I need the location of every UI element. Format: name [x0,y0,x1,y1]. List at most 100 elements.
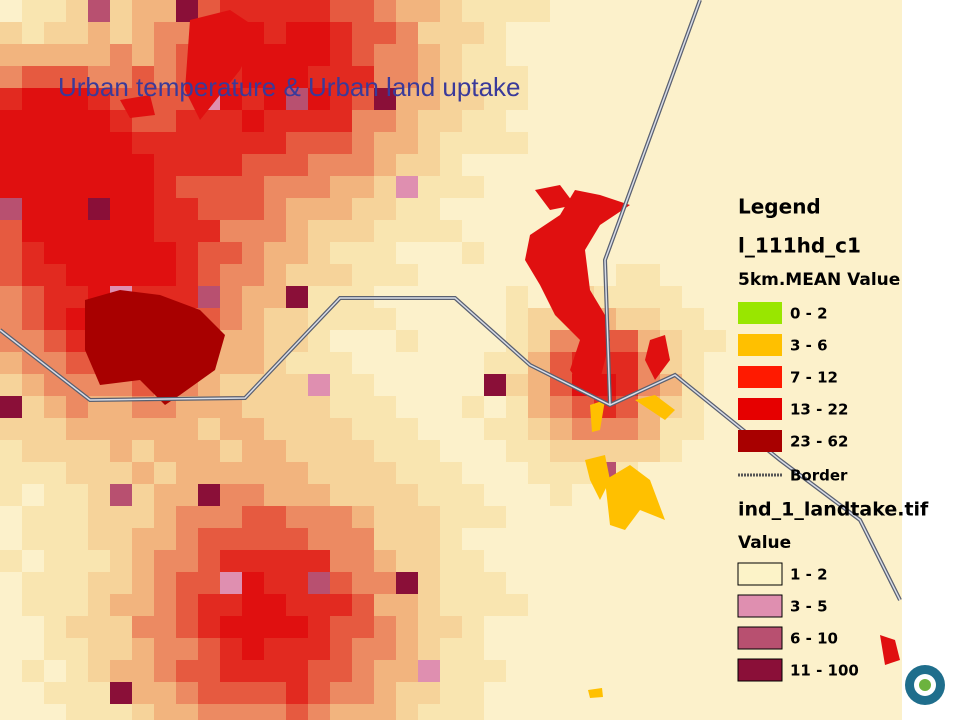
raster-cell [198,528,221,551]
raster-cell [22,352,45,375]
raster-cell [528,462,551,485]
raster-cell [484,220,507,243]
raster-cell [880,396,903,419]
raster-cell [616,242,639,265]
raster-cell [506,286,529,309]
urban-patch [185,10,260,120]
raster-cell [506,198,529,221]
raster-cell [176,484,199,507]
raster-cell [616,286,639,309]
raster-cell [726,154,749,177]
raster-cell [132,418,155,441]
raster-cell [792,308,815,331]
urban-patch [585,455,610,500]
raster-cell [638,594,661,617]
raster-cell [396,308,419,331]
raster-cell [704,176,727,199]
raster-cell [330,396,353,419]
raster-cell [22,154,45,177]
raster-cell [858,198,881,221]
raster-cell [704,550,727,573]
raster-cell [572,682,595,705]
raster-cell [242,286,265,309]
raster-cell [572,132,595,155]
raster-cell [770,110,793,133]
raster-cell [792,682,815,705]
raster-cell [726,22,749,45]
raster-cell [660,440,683,463]
raster-cell [440,0,463,23]
raster-cell [418,660,441,683]
raster-cell [44,528,67,551]
raster-cell [528,682,551,705]
raster-cell [88,220,111,243]
raster-cell [0,176,23,199]
raster-cell [264,440,287,463]
raster-cell [836,506,859,529]
raster-cell [814,132,837,155]
raster-cell [704,330,727,353]
raster-cell [836,132,859,155]
raster-cell [792,638,815,661]
raster-cell [396,572,419,595]
raster-cell [110,242,133,265]
raster-cell [0,264,23,287]
raster-cell [440,528,463,551]
raster-cell [484,308,507,331]
raster-cell [154,132,177,155]
raster-cell [44,286,67,309]
raster-cell [242,506,265,529]
raster-cell [308,198,331,221]
raster-cell [462,176,485,199]
raster-cell [462,704,485,720]
raster-cell [660,0,683,23]
raster-cell [506,440,529,463]
raster-cell [264,396,287,419]
raster-cell [110,638,133,661]
raster-cell [550,418,573,441]
raster-cell [440,110,463,133]
raster-cell [220,396,243,419]
raster-cell [704,88,727,111]
raster-cell [616,682,639,705]
raster-cell [220,374,243,397]
raster-cell [528,66,551,89]
raster-cell [748,528,771,551]
raster-cell [374,22,397,45]
raster-cell [264,704,287,720]
raster-cell [308,660,331,683]
raster-cell [594,0,617,23]
raster-cell [220,484,243,507]
raster-cell [616,132,639,155]
raster-cell [550,132,573,155]
raster-cell [836,110,859,133]
raster-cell [462,286,485,309]
raster-cell [396,154,419,177]
raster-cell [352,0,375,23]
raster-cell [176,176,199,199]
raster-cell [792,418,815,441]
raster-cell [660,308,683,331]
raster-cell [132,176,155,199]
raster-cell [44,330,67,353]
raster-cell [660,506,683,529]
raster-cell [88,22,111,45]
raster-cell [396,0,419,23]
raster-cell [506,176,529,199]
raster-cell [0,352,23,375]
raster-cell [462,22,485,45]
raster-cell [792,0,815,23]
raster-cell [660,220,683,243]
raster-cell [858,462,881,485]
raster-cell [704,704,727,720]
raster-cell [484,506,507,529]
raster-cell [242,132,265,155]
raster-cell [264,264,287,287]
raster-cell [792,264,815,287]
raster-cell [44,220,67,243]
raster-cell [242,572,265,595]
raster-cell [616,638,639,661]
raster-cell [682,682,705,705]
raster-cell [396,638,419,661]
raster-cell [44,154,67,177]
